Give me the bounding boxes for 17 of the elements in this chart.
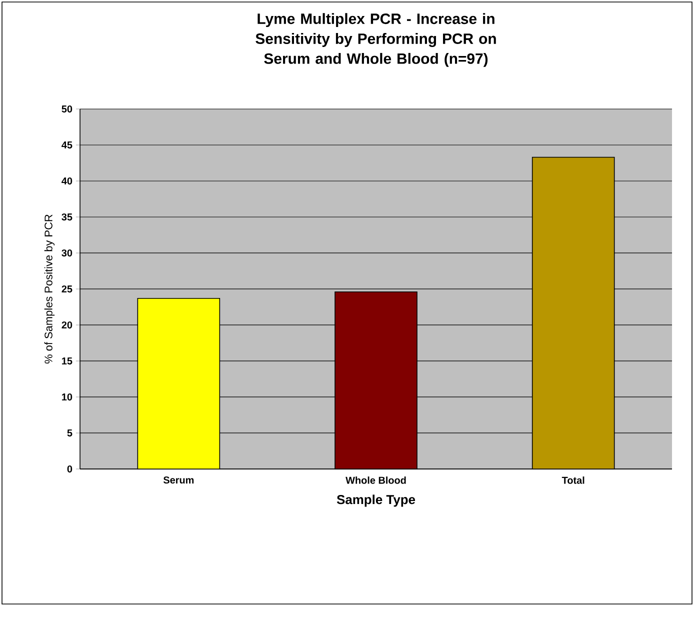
y-tick-label: 20: [62, 321, 72, 329]
x-axis-title: Sample Type: [336, 494, 416, 507]
y-tick-label: 50: [62, 105, 72, 113]
y-tick-label: 45: [62, 142, 72, 148]
y-tick-label: 25: [62, 285, 72, 293]
y-tick-label: 10: [62, 393, 72, 401]
y-axis-title: % of Samples Positive by PCR: [44, 214, 55, 364]
y-tick-label: 30: [62, 249, 72, 257]
y-tick-label: 5: [67, 430, 72, 436]
y-tick-label: 35: [62, 213, 72, 221]
y-tick-label: 15: [62, 358, 72, 364]
x-tick-label: Serum: [163, 476, 194, 484]
y-tick-label: 0: [67, 465, 72, 473]
chart-title: Lyme Multiplex PCR - Increase in Sensitivity by Performing PCR on Serum and Whole Blood (n=97): [256, 13, 496, 67]
y-tick-label: 40: [62, 177, 72, 185]
x-tick-label: Total: [562, 476, 584, 484]
x-tick-label: Whole Blood: [346, 476, 406, 484]
